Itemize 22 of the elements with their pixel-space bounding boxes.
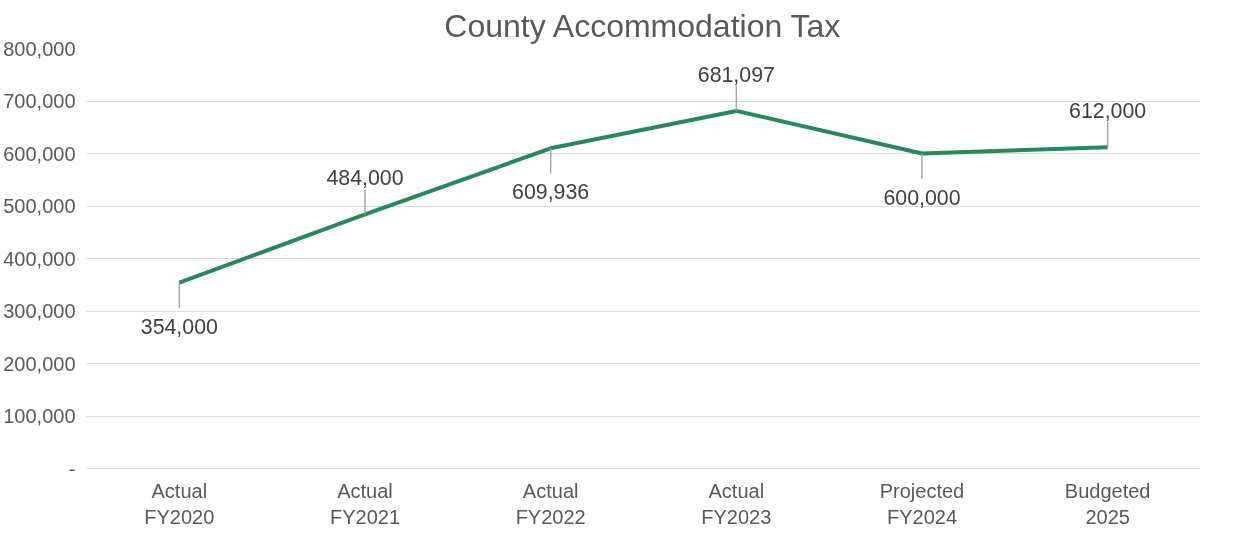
x-tick-label: Budgeted 2025	[1064, 479, 1151, 528]
x-tick-label: Projected FY2024	[879, 479, 965, 528]
y-tick-label: 800,000	[3, 37, 76, 60]
chart-title: County Accommodation Tax	[444, 7, 841, 44]
x-tick-label: Actual FY2022	[515, 479, 586, 528]
y-tick-label: 100,000	[3, 405, 76, 427]
data-label: 600,000	[883, 185, 961, 210]
y-tick-label: 700,000	[3, 90, 76, 112]
data-label: 612,000	[1069, 99, 1147, 123]
data-label: 681,097	[697, 62, 775, 87]
y-tick-label: 500,000	[3, 195, 76, 217]
y-tick-label: 200,000	[3, 352, 76, 375]
data-label: 354,000	[140, 314, 219, 339]
x-tick-label: Actual FY2023	[701, 479, 772, 528]
data-label: 484,000	[326, 166, 404, 191]
y-tick-label: 600,000	[3, 142, 76, 165]
y-tick-label: -	[68, 457, 76, 480]
y-tick-label: 400,000	[3, 247, 76, 270]
data-label: 609,936	[512, 180, 590, 205]
x-tick-label: Actual FY2020	[144, 479, 215, 528]
y-tick-label: 300,000	[3, 300, 76, 322]
x-tick-label: Actual FY2021	[329, 479, 401, 528]
